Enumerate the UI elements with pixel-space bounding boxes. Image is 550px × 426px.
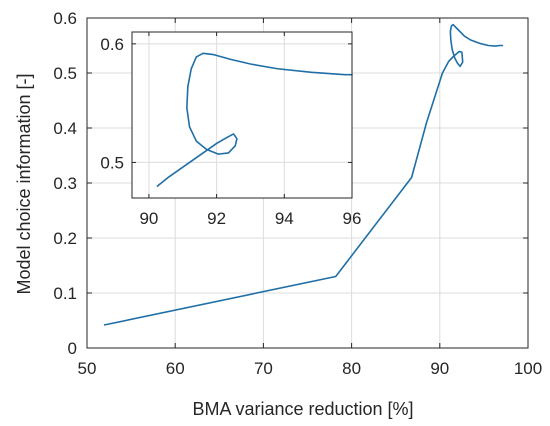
main-series [103, 23, 504, 326]
main-y-tick-label: 0.2 [53, 229, 77, 248]
inset-series-line [156, 52, 353, 187]
main-x-tick-label: 80 [342, 359, 361, 378]
main-y-tick-label: 0.3 [53, 174, 77, 193]
main-x-tick-label: 100 [514, 359, 542, 378]
inset-plot: 90 92 94 96 0.5 0.6 [100, 31, 361, 228]
inset-plot-border [131, 31, 353, 199]
inset-x-tick-label: 96 [343, 209, 362, 228]
inset-y-tick-labels: 0.5 0.6 [100, 35, 124, 173]
main-y-tick-label: 0.4 [53, 119, 77, 138]
inset-x-tick-label: 92 [207, 209, 226, 228]
inset-plot-area [131, 31, 353, 199]
main-y-tick-labels: 0 0.1 0.2 0.3 0.4 0.5 0.6 [53, 9, 77, 358]
main-x-tick-label: 70 [254, 359, 273, 378]
x-axis-label: BMA variance reduction [%] [192, 399, 413, 419]
main-x-tick-label: 50 [78, 359, 97, 378]
main-y-tick-label: 0 [68, 339, 77, 358]
inset-x-tick-label: 90 [139, 209, 158, 228]
main-plot-border [86, 17, 529, 349]
main-series-line [103, 23, 504, 326]
inset-y-tick-label: 0.5 [100, 153, 124, 172]
main-x-tick-label: 90 [430, 359, 449, 378]
main-y-tick-label: 0.6 [53, 9, 77, 28]
main-x-tick-labels: 50 60 70 80 90 100 [78, 359, 543, 378]
main-y-tick-label: 0.1 [53, 284, 77, 303]
inset-x-tick-label: 94 [275, 209, 294, 228]
main-y-tick-label: 0.5 [53, 64, 77, 83]
inset-series [156, 52, 353, 187]
y-axis-label: Model choice information [-] [14, 73, 34, 294]
inset-y-tick-label: 0.6 [100, 35, 124, 54]
main-x-tick-label: 60 [166, 359, 185, 378]
inset-x-tick-labels: 90 92 94 96 [139, 209, 361, 228]
